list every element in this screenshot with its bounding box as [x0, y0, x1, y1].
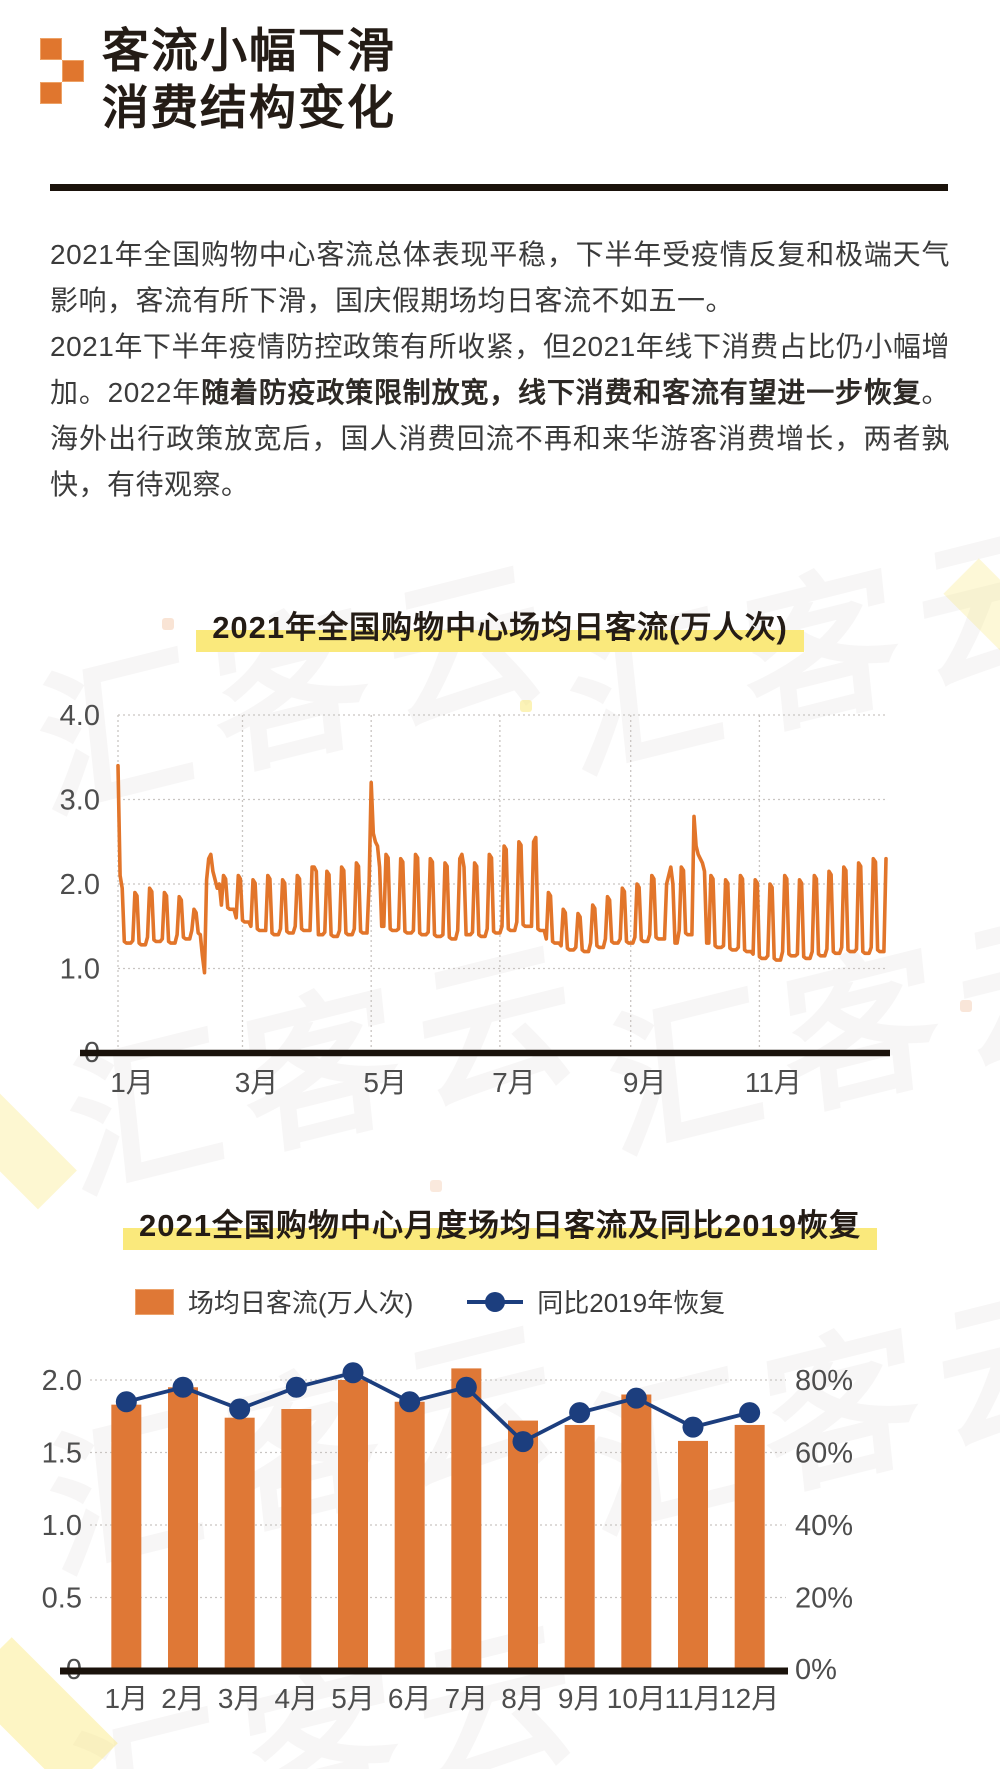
y-tick-label: 2.0	[60, 869, 100, 901]
paragraph-2-normal: 。海外出行政策放宽后，国人消费回流不再和来华游客消费增长，两者孰快，有待观察。	[50, 377, 950, 500]
recovery-series-line	[125, 1370, 751, 1444]
x-tick-label: 8月	[501, 1683, 545, 1714]
bar-2月	[168, 1387, 198, 1670]
left-tick-label: 1.5	[42, 1438, 82, 1470]
watermark-dot	[430, 1180, 442, 1192]
recovery-marker-2月	[172, 1376, 194, 1398]
chart2-title: 2021全国购物中心月度场均日客流及同比2019恢复	[0, 1198, 1000, 1250]
right-tick-label: 80%	[795, 1365, 853, 1397]
bar-8月	[508, 1420, 538, 1670]
header-divider	[50, 184, 948, 191]
page-title: 客流小幅下滑 消费结构变化	[102, 22, 396, 136]
page-title-line2: 消费结构变化	[102, 81, 396, 134]
bar-12月	[734, 1424, 765, 1670]
x-tick-label: 9月	[623, 1067, 667, 1098]
y-tick-label: 1.0	[60, 954, 100, 986]
recovery-marker-3月	[229, 1398, 251, 1420]
recovery-marker-7月	[455, 1376, 477, 1398]
x-tick-label: 11月	[664, 1683, 721, 1714]
x-tick-label: 1月	[105, 1683, 149, 1714]
paragraph-2: 2021年下半年疫情防控政策有所收紧，但2021年线下消费占比仍小幅增加。202…	[50, 324, 950, 508]
legend-line-label: 同比2019年恢复	[537, 1288, 726, 1318]
legend-line-marker	[467, 1290, 524, 1314]
recovery-marker-8月	[512, 1431, 534, 1453]
recovery-marker-6月	[399, 1391, 421, 1413]
left-tick-label: 0.5	[42, 1583, 82, 1615]
body-text: 2021年全国购物中心客流总体表现平稳，下半年受疫情反复和极端天气影响，客流有所…	[50, 232, 950, 508]
bar-5月	[338, 1380, 368, 1670]
x-tick-label: 3月	[218, 1683, 262, 1714]
bar-9月	[564, 1424, 595, 1670]
header-step-icon	[40, 82, 62, 104]
x-tick-label: 6月	[388, 1683, 432, 1714]
x-tick-label: 12月	[720, 1683, 779, 1714]
page-title-line1: 客流小幅下滑	[102, 24, 396, 77]
recovery-marker-10月	[625, 1387, 647, 1409]
recovery-marker-1月	[115, 1391, 137, 1413]
x-tick-label: 5月	[363, 1067, 407, 1098]
x-tick-label: 3月	[235, 1067, 279, 1098]
recovery-marker-4月	[285, 1376, 307, 1398]
x-tick-label: 5月	[331, 1683, 375, 1714]
daily-traffic-line-chart: 4.03.02.01.01月3月5月7月9月11月0	[60, 700, 890, 1098]
recovery-marker-11月	[682, 1416, 704, 1438]
x-tick-label: 11月	[745, 1067, 802, 1098]
right-zero-label: 0%	[795, 1654, 837, 1686]
bar-10月	[621, 1394, 652, 1670]
x-tick-label: 9月	[558, 1683, 602, 1714]
chart1-title-text: 2021年全国购物中心场均日客流(万人次)	[196, 600, 804, 652]
x-tick-label: 4月	[275, 1683, 319, 1714]
left-tick-label: 2.0	[42, 1365, 82, 1397]
recovery-marker-5月	[342, 1362, 364, 1384]
header-step-icon	[62, 60, 84, 82]
bar-11月	[678, 1440, 708, 1670]
bar-7月	[451, 1368, 482, 1670]
chart2-title-text: 2021全国购物中心月度场均日客流及同比2019恢复	[123, 1198, 877, 1250]
bar-6月	[394, 1401, 425, 1670]
right-tick-label: 60%	[795, 1438, 853, 1470]
y-tick-label: 4.0	[60, 700, 100, 732]
recovery-marker-12月	[739, 1402, 761, 1424]
paragraph-2-bold: 随着防疫政策限制放宽，线下消费和客流有望进一步恢复	[201, 377, 922, 408]
x-tick-label: 7月	[492, 1067, 536, 1098]
recovery-marker-9月	[569, 1402, 591, 1424]
legend-bar-swatch	[134, 1288, 174, 1315]
x-tick-label: 7月	[445, 1683, 489, 1714]
daily-traffic-series-line	[116, 763, 888, 975]
legend-bar-label: 场均日客流(万人次)	[187, 1288, 414, 1318]
paragraph-2-normal: 2021年下半年疫情防控政策有所收紧，但2021年线下消费占比仍小幅增加。202…	[50, 331, 950, 408]
legend-line-dot	[485, 1291, 506, 1312]
bar-3月	[224, 1417, 255, 1670]
y-tick-label: 3.0	[60, 785, 100, 817]
left-tick-label: 1.0	[42, 1510, 82, 1542]
bar-4月	[281, 1409, 312, 1670]
chart2-legend: 场均日客流(万人次) 同比2019年恢复	[50, 1283, 810, 1320]
right-tick-label: 40%	[795, 1510, 853, 1542]
x-tick-label: 10月	[607, 1683, 666, 1714]
header-step-icon	[40, 38, 62, 60]
x-tick-label: 2月	[161, 1683, 205, 1714]
x-tick-label: 1月	[110, 1067, 154, 1098]
paragraph-1: 2021年全国购物中心客流总体表现平稳，下半年受疫情反复和极端天气影响，客流有所…	[50, 239, 950, 316]
chart1-title: 2021年全国购物中心场均日客流(万人次)	[0, 600, 1000, 652]
bar-1月	[111, 1404, 142, 1670]
monthly-traffic-combo-chart: 2.080%1.560%1.040%0.520%00%1月2月3月4月5月6月7…	[42, 1362, 853, 1714]
right-tick-label: 20%	[795, 1583, 853, 1615]
